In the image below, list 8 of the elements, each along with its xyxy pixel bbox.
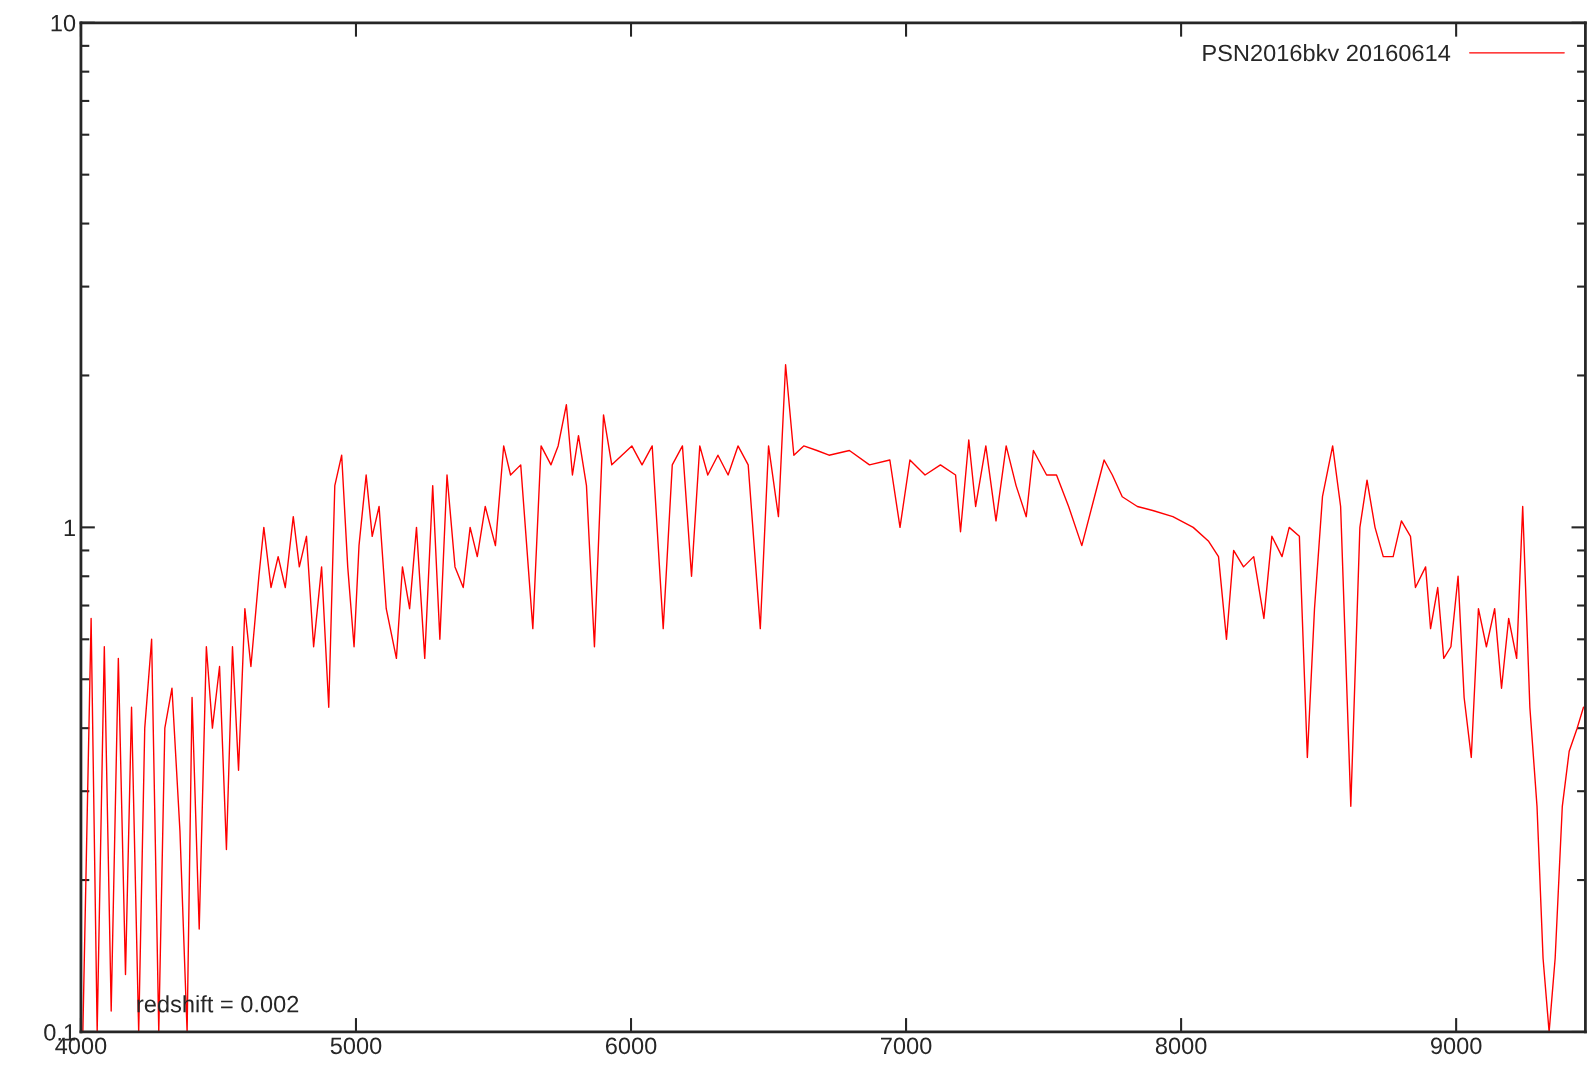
legend-label: PSN2016bkv 20160614 [1203, 44, 1451, 62]
y-tick-label: 10 [51, 14, 76, 32]
x-tick-label: 9000 [1430, 1037, 1482, 1055]
x-tick-label: 5000 [330, 1037, 382, 1055]
y-tick-label: 1 [64, 519, 75, 536]
x-tick-label: 8000 [1155, 1037, 1207, 1055]
x-tick-label: 6000 [605, 1037, 657, 1055]
x-tick-label: 7000 [881, 1037, 932, 1055]
